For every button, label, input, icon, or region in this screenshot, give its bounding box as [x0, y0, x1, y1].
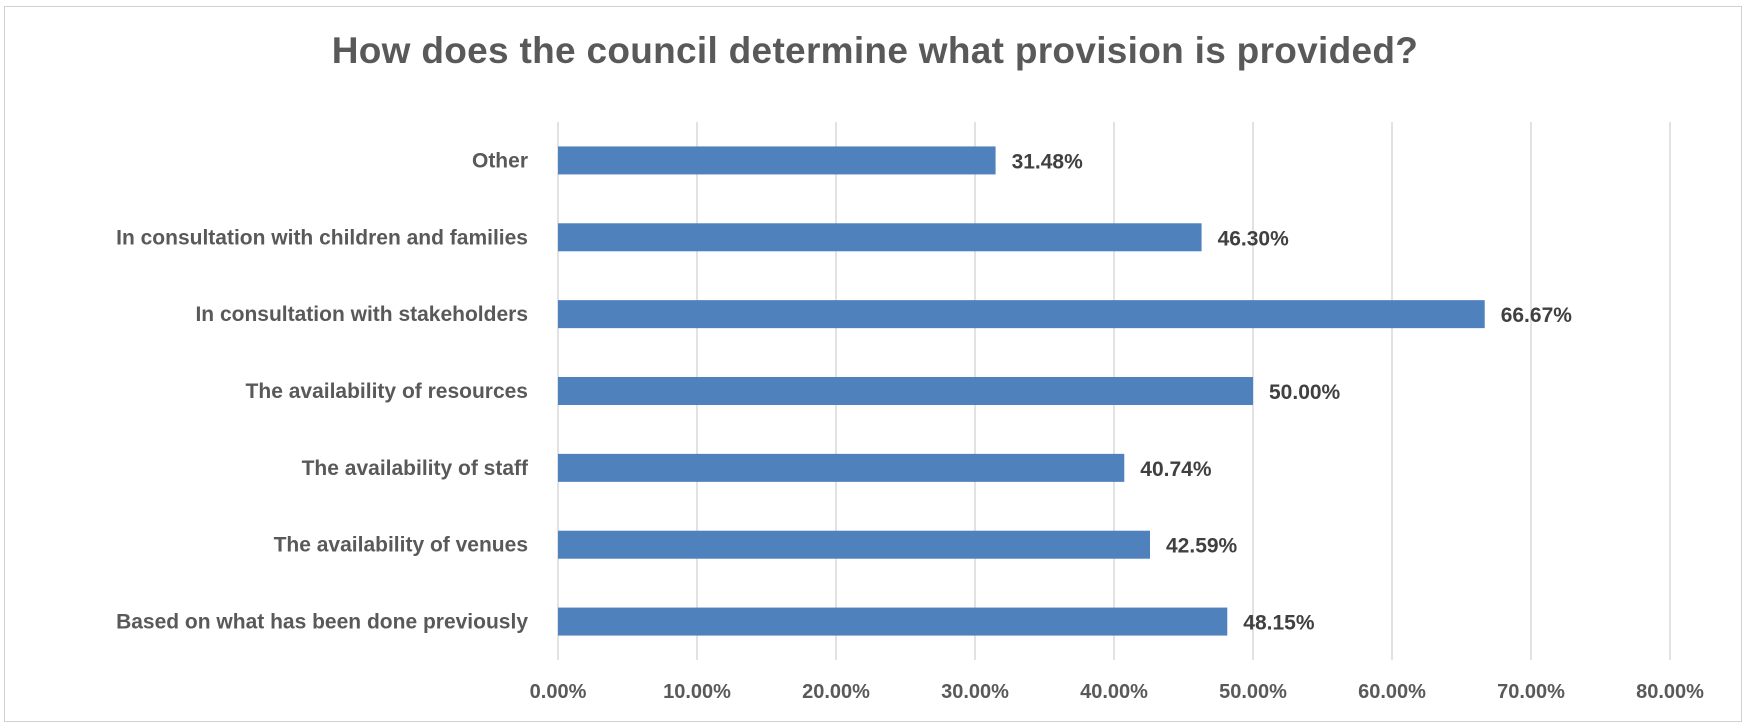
bar: [558, 607, 1228, 636]
data-label: 31.48%: [1012, 150, 1084, 173]
bar: [558, 530, 1151, 559]
data-label: 42.59%: [1166, 535, 1238, 558]
data-label: 66.67%: [1501, 304, 1573, 327]
data-label: 40.74%: [1140, 458, 1212, 481]
category-label: In consultation with children and famili…: [116, 226, 528, 249]
x-tick-label: 70.00%: [1497, 681, 1565, 703]
x-tick-label: 40.00%: [1080, 681, 1148, 703]
x-tick-label: 30.00%: [941, 681, 1009, 703]
x-tick-label: 20.00%: [802, 681, 870, 703]
data-label: 50.00%: [1269, 381, 1341, 404]
category-label: Other: [472, 149, 528, 172]
bar: [558, 377, 1253, 405]
x-tick-label: 10.00%: [663, 681, 731, 703]
category-label: The availability of staff: [302, 457, 529, 480]
category-label: Based on what has been done previously: [116, 611, 528, 634]
bar: [558, 223, 1202, 252]
data-label: 46.30%: [1218, 227, 1290, 250]
category-label: The availability of resources: [246, 380, 528, 403]
category-label: The availability of venues: [274, 534, 528, 557]
x-tick-label: 0.00%: [530, 681, 587, 703]
bar: [558, 453, 1125, 482]
x-tick-label: 80.00%: [1636, 681, 1704, 703]
x-tick-label: 60.00%: [1358, 681, 1426, 703]
category-label: In consultation with stakeholders: [195, 303, 528, 326]
bar: [558, 300, 1485, 329]
chart-title: How does the council determine what prov…: [331, 30, 1419, 71]
chart-frame: [4, 6, 1742, 722]
x-tick-label: 50.00%: [1219, 681, 1287, 703]
bar: [558, 146, 996, 175]
data-label: 48.15%: [1243, 612, 1315, 635]
